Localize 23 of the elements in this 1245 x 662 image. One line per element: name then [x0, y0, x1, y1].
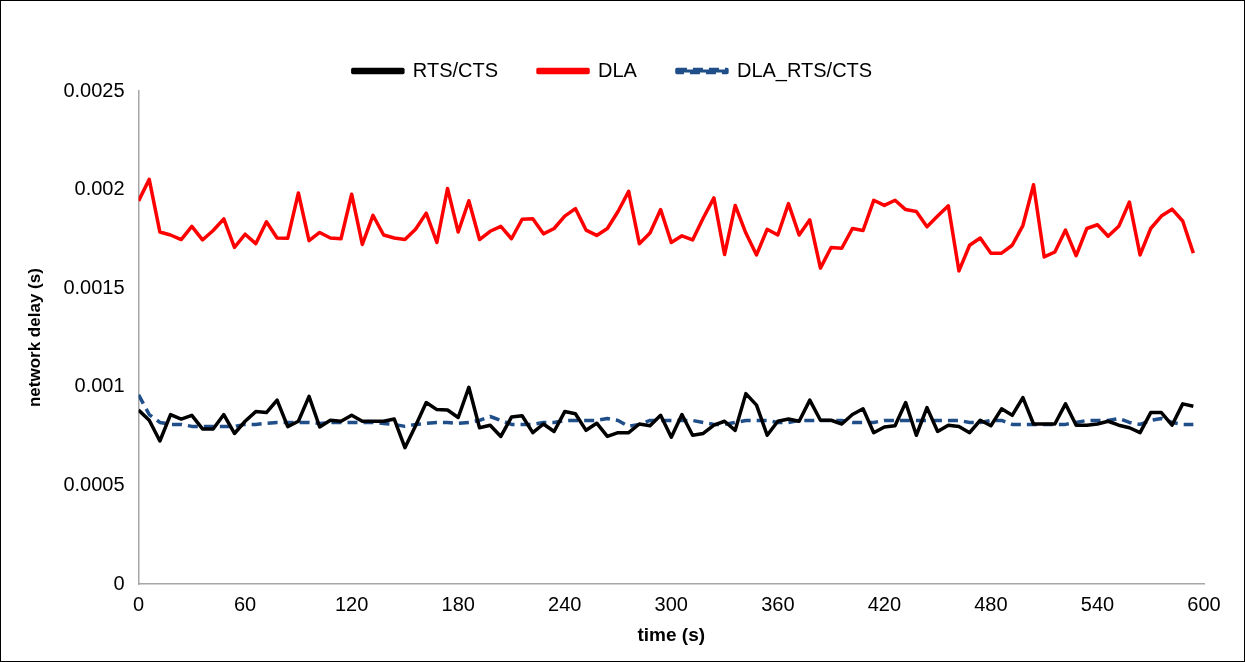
x-tick-label: 360 [761, 592, 795, 615]
x-tick-label: 240 [548, 592, 582, 615]
y-tick-label: 0.001 [74, 374, 125, 397]
y-axis-title: network delay (s) [24, 268, 44, 408]
x-axis-title: time (s) [637, 623, 706, 645]
y-tick-label: 0.0005 [63, 473, 125, 496]
y-tick-label: 0.0025 [63, 78, 125, 101]
y-tick-label: 0 [113, 571, 125, 594]
x-tick-label: 540 [1080, 592, 1115, 615]
x-tick-label: 420 [867, 592, 902, 615]
y-tick-label: 0.002 [74, 177, 125, 200]
x-tick-label: 0 [133, 592, 145, 615]
x-tick-label: 180 [441, 592, 475, 615]
x-tick-label: 120 [334, 592, 369, 615]
x-tick-label: 300 [654, 592, 688, 615]
legend-label: RTS/CTS [412, 58, 499, 81]
x-tick-label: 60 [233, 592, 257, 615]
line-series [138, 393, 1196, 429]
x-tick-label: 480 [974, 592, 1008, 615]
legend-label: DLA [598, 58, 638, 81]
x-tick-label: 600 [1187, 592, 1221, 615]
y-tick-label: 0.0015 [63, 275, 125, 298]
legend-label: DLA_RTS/CTS [736, 58, 873, 82]
